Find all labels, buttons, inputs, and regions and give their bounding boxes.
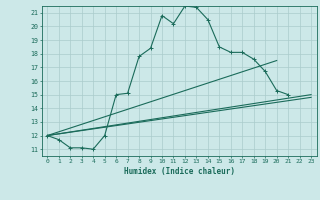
X-axis label: Humidex (Indice chaleur): Humidex (Indice chaleur)	[124, 167, 235, 176]
